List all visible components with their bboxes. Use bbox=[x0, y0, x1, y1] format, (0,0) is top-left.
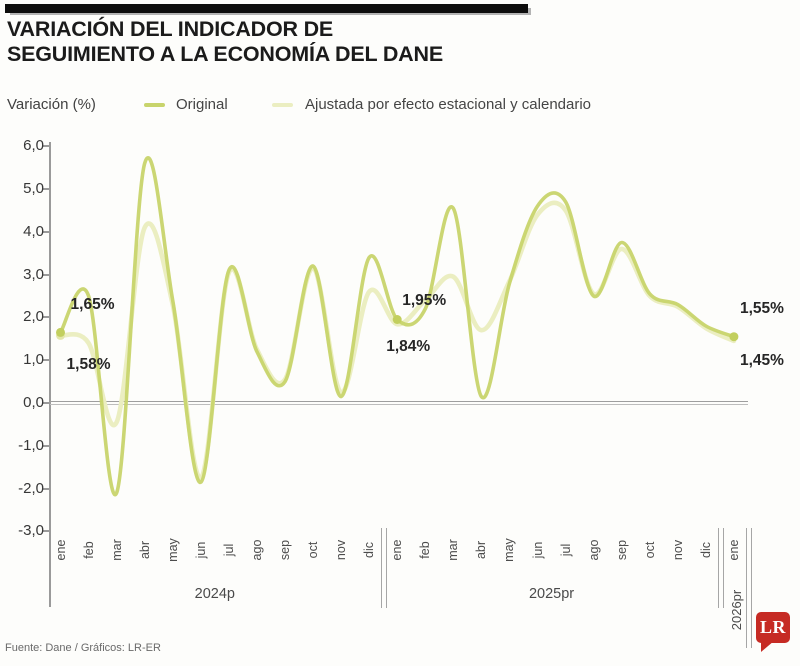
lr-logo-tail bbox=[761, 641, 774, 652]
x-axis-month-label: may bbox=[165, 538, 180, 562]
source-note: Fuente: Dane / Gráficos: LR-ER bbox=[5, 642, 161, 654]
y-axis-tick-label: 1,0 bbox=[23, 351, 44, 369]
data-point-label: 1,58% bbox=[66, 356, 111, 374]
x-axis-month-label: mar bbox=[109, 539, 124, 561]
chart-title-line2: SEGUIMIENTO A LA ECONOMÍA DEL DANE bbox=[7, 42, 443, 66]
x-axis-month-label: dic bbox=[362, 542, 377, 558]
y-axis-tick bbox=[43, 487, 50, 490]
x-axis-month-label: jul bbox=[221, 543, 236, 557]
y-axis-tick-label: 3,0 bbox=[23, 265, 44, 283]
x-axis-month-label: nov bbox=[334, 539, 349, 561]
y-axis-tick bbox=[43, 530, 50, 533]
original-series-line bbox=[58, 156, 736, 497]
x-axis-month-label: dic bbox=[698, 542, 713, 558]
x-axis-month-label: mar bbox=[446, 539, 461, 561]
lr-logo: LR bbox=[756, 612, 790, 652]
x-axis-year-label: 2025pr bbox=[528, 586, 575, 602]
x-axis-month-label: jun bbox=[193, 541, 208, 559]
y-axis-line bbox=[49, 142, 51, 607]
x-axis-month-label: oct bbox=[306, 541, 321, 559]
x-axis-month-label: may bbox=[502, 538, 517, 562]
y-axis-tick-label: 6,0 bbox=[23, 137, 44, 155]
x-axis-month-label: jul bbox=[558, 543, 573, 557]
series-endpoint-dot bbox=[56, 330, 65, 340]
y-axis-tick-label: 5,0 bbox=[23, 180, 44, 197]
x-axis-year-label: 2024p bbox=[194, 586, 235, 602]
y-axis-tick bbox=[43, 273, 50, 276]
y-axis-tick bbox=[43, 359, 50, 362]
year-separator-line bbox=[717, 528, 724, 608]
legend-label-adjusted: Ajustada por efecto estacional y calenda… bbox=[305, 96, 592, 113]
y-axis-tick bbox=[43, 230, 50, 233]
y-axis-tick-label: 4,0 bbox=[23, 222, 44, 240]
data-point-label: 1,84% bbox=[386, 338, 431, 356]
series-endpoint-dot bbox=[729, 332, 739, 342]
lr-logo-text: LR bbox=[759, 617, 786, 637]
x-axis-year-label: 2026pr bbox=[728, 589, 744, 631]
y-axis-tick-label: -2,0 bbox=[18, 479, 44, 497]
x-axis-month-label: nov bbox=[670, 539, 685, 561]
y-axis-tick bbox=[43, 444, 50, 447]
x-axis-month-label: abr bbox=[474, 540, 489, 560]
year-separator-line bbox=[746, 528, 752, 648]
y-axis-tick-label: 0,0 bbox=[23, 394, 44, 411]
y-axis-tick bbox=[43, 145, 50, 148]
data-point-label: 1,95% bbox=[402, 291, 447, 309]
chart-title: VARIACIÓN DEL INDICADOR DE SEGUIMIENTO A … bbox=[7, 17, 443, 67]
y-axis-tick-label: -1,0 bbox=[18, 436, 44, 454]
top-black-bar bbox=[5, 4, 528, 13]
y-axis-title: Variación (%) bbox=[7, 96, 96, 113]
data-point-label: 1,45% bbox=[739, 351, 784, 369]
x-axis-month-label: sep bbox=[277, 539, 292, 561]
y-axis-tick bbox=[43, 316, 50, 319]
x-axis-month-label: ene bbox=[390, 539, 405, 561]
y-axis-tick-label: 2,0 bbox=[23, 308, 44, 326]
x-axis-month-label: ago bbox=[249, 539, 264, 561]
legend-label-original: Original bbox=[176, 96, 228, 113]
x-axis-month-label: ago bbox=[586, 539, 601, 561]
y-axis-tick-label: -3,0 bbox=[18, 522, 44, 540]
chart-title-line1: VARIACIÓN DEL INDICADOR DE bbox=[7, 17, 334, 41]
y-axis-tick bbox=[43, 188, 50, 190]
series-endpoint-dot bbox=[392, 315, 402, 324]
x-axis-month-label: feb bbox=[81, 541, 96, 559]
zero-baseline bbox=[50, 401, 748, 405]
y-axis-tick bbox=[43, 402, 50, 404]
x-axis-month-label: jun bbox=[530, 541, 545, 559]
data-point-label: 1,55% bbox=[739, 299, 784, 317]
year-separator-line bbox=[380, 528, 387, 608]
data-point-label: 1,65% bbox=[70, 296, 115, 314]
x-axis-month-label: abr bbox=[137, 540, 152, 560]
series-endpoint-dot bbox=[56, 327, 65, 337]
x-axis-month-label: ene bbox=[53, 539, 68, 561]
x-axis-month-label: oct bbox=[642, 541, 657, 559]
x-axis-month-label: ene bbox=[726, 539, 741, 561]
x-axis-month-label: sep bbox=[614, 539, 629, 561]
adjusted-series-swatch bbox=[272, 103, 293, 107]
original-series-swatch bbox=[144, 103, 165, 107]
x-axis-month-label: feb bbox=[418, 541, 433, 559]
